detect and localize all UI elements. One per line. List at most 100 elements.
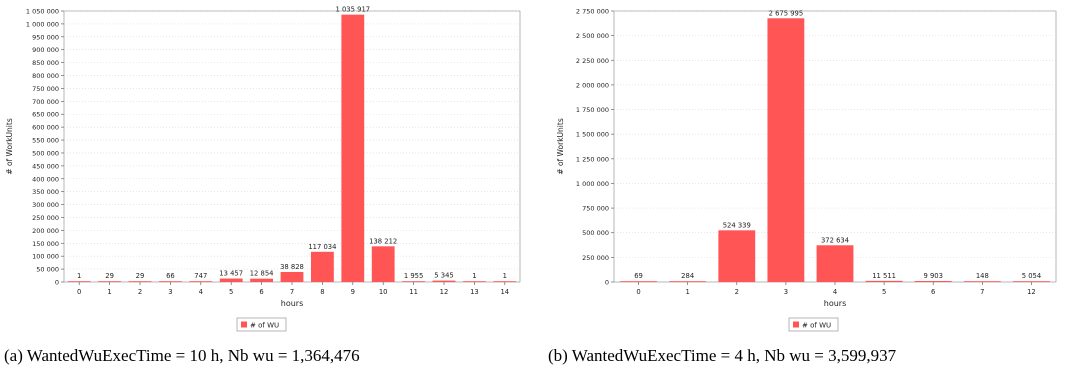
x-tick-label: 0	[636, 288, 640, 296]
data-label: 1	[472, 272, 476, 280]
bar	[159, 281, 182, 282]
bar	[963, 281, 1001, 282]
y-tick-label: 250 000	[32, 214, 59, 222]
x-axis-label: hours	[281, 299, 304, 308]
data-label: 29	[136, 272, 145, 280]
data-label: 2 675 995	[769, 9, 804, 17]
y-tick-label: 650 000	[32, 111, 59, 119]
x-tick-label: 2	[138, 288, 142, 296]
data-label: 1 955	[404, 272, 423, 280]
chart-panel-b: 0 250 000 500 000 750 000 1 000 000 1 250 000…	[540, 0, 1066, 372]
data-label: 148	[976, 272, 989, 280]
data-label: 524 339	[723, 221, 751, 229]
caption-b: (b) WantedWuExecTime = 4 h, Nb wu = 3,59…	[548, 346, 897, 365]
y-tick-label: 300 000	[32, 201, 59, 209]
x-tick-label: 3	[784, 288, 788, 296]
bar-chart-b: 0 250 000 500 000 750 000 1 000 000 1 250 000…	[556, 8, 1057, 332]
legend-label: # of WU	[250, 322, 279, 330]
data-label: 5 054	[1022, 272, 1041, 280]
x-tick-label: 13	[470, 288, 479, 296]
x-tick-label: 7	[980, 288, 984, 296]
y-tick-label: 250 000	[582, 254, 609, 262]
x-tick-label: 8	[320, 288, 324, 296]
data-label: 29	[105, 272, 114, 280]
x-tick-label: 5	[229, 288, 233, 296]
data-label: 284	[681, 272, 694, 280]
y-tick-label: 2 500 000	[576, 32, 609, 40]
y-tick-label: 100 000	[32, 253, 59, 261]
y-tick-label: 2 250 000	[576, 57, 609, 65]
y-tick-label: 350 000	[32, 188, 59, 196]
x-tick-label: 10	[379, 288, 388, 296]
y-axis-label: # of WorkUnits	[5, 118, 14, 175]
bar	[1013, 281, 1050, 282]
x-tick-label: 12	[1027, 288, 1036, 296]
bar	[620, 281, 657, 282]
data-label: 5 345	[434, 272, 453, 280]
y-tick-label: 600 000	[32, 124, 59, 132]
data-label: 117 034	[308, 243, 336, 251]
y-tick-label: 1 500 000	[576, 131, 609, 139]
bar-chart-a: 0 50 000 100 000 150 000 200 000 250 000 300 0…	[5, 6, 521, 332]
plot-area	[63, 10, 521, 283]
plot-area	[613, 10, 1057, 283]
y-tick-label: 400 000	[32, 175, 59, 183]
legend: # of WU	[788, 317, 839, 332]
y-tick-label: 550 000	[32, 137, 59, 145]
x-tick-label: 9	[351, 288, 355, 296]
x-axis-label: hours	[824, 299, 847, 308]
bar	[341, 14, 365, 282]
bar	[371, 246, 395, 282]
x-tick-label: 6	[931, 288, 935, 296]
data-label: 1	[503, 272, 507, 280]
data-label: 138 212	[369, 237, 397, 245]
data-label: 372 634	[821, 236, 849, 244]
bar	[311, 251, 334, 282]
x-tick-label: 5	[882, 288, 886, 296]
y-tick-label: 500 000	[32, 149, 59, 157]
x-tick-label: 7	[290, 288, 294, 296]
bar	[280, 271, 304, 282]
caption-a: (a) WantedWuExecTime = 10 h, Nb wu = 1,3…	[4, 346, 360, 365]
legend-box	[236, 317, 287, 332]
data-label: 11 511	[872, 272, 896, 280]
bar	[816, 245, 854, 282]
y-tick-label: 1 050 000	[26, 8, 59, 16]
bar	[402, 281, 425, 282]
y-tick-label: 1 000 000	[26, 20, 59, 28]
x-tick-label: 14	[500, 288, 509, 296]
bar	[718, 230, 756, 282]
bar	[219, 278, 243, 282]
y-tick-label: 750 000	[32, 85, 59, 93]
bar	[250, 278, 273, 282]
y-tick-label: 1 000 000	[576, 180, 609, 188]
bar	[767, 18, 805, 283]
data-label: 69	[634, 272, 643, 280]
data-label: 13 457	[219, 270, 243, 278]
y-tick-label: 50 000	[36, 266, 59, 274]
bar	[128, 281, 152, 282]
legend-swatch	[793, 321, 799, 328]
y-tick-label: 2 750 000	[576, 8, 609, 16]
y-axis-label: # of WorkUnits	[556, 118, 565, 175]
data-label: 9 903	[923, 272, 942, 280]
y-tick-label: 900 000	[32, 46, 59, 54]
bar	[432, 280, 456, 282]
data-label: 66	[166, 272, 175, 280]
data-label: 1 035 917	[336, 6, 371, 14]
x-tick-label: 11	[409, 288, 418, 296]
data-label: 1	[77, 272, 81, 280]
y-tick-label: 150 000	[32, 240, 59, 248]
y-tick-label: 700 000	[32, 98, 59, 106]
data-label: 12 854	[250, 270, 274, 278]
y-tick-label: 450 000	[32, 162, 59, 170]
bar	[493, 281, 517, 282]
x-tick-label: 1	[686, 288, 690, 296]
legend: # of WU	[236, 317, 287, 332]
y-tick-label: 0	[55, 279, 59, 287]
data-label: 747	[194, 272, 207, 280]
bar	[865, 280, 903, 282]
y-tick-label: 500 000	[582, 229, 609, 237]
x-tick-label: 1	[107, 288, 111, 296]
y-tick-label: 950 000	[32, 33, 59, 41]
